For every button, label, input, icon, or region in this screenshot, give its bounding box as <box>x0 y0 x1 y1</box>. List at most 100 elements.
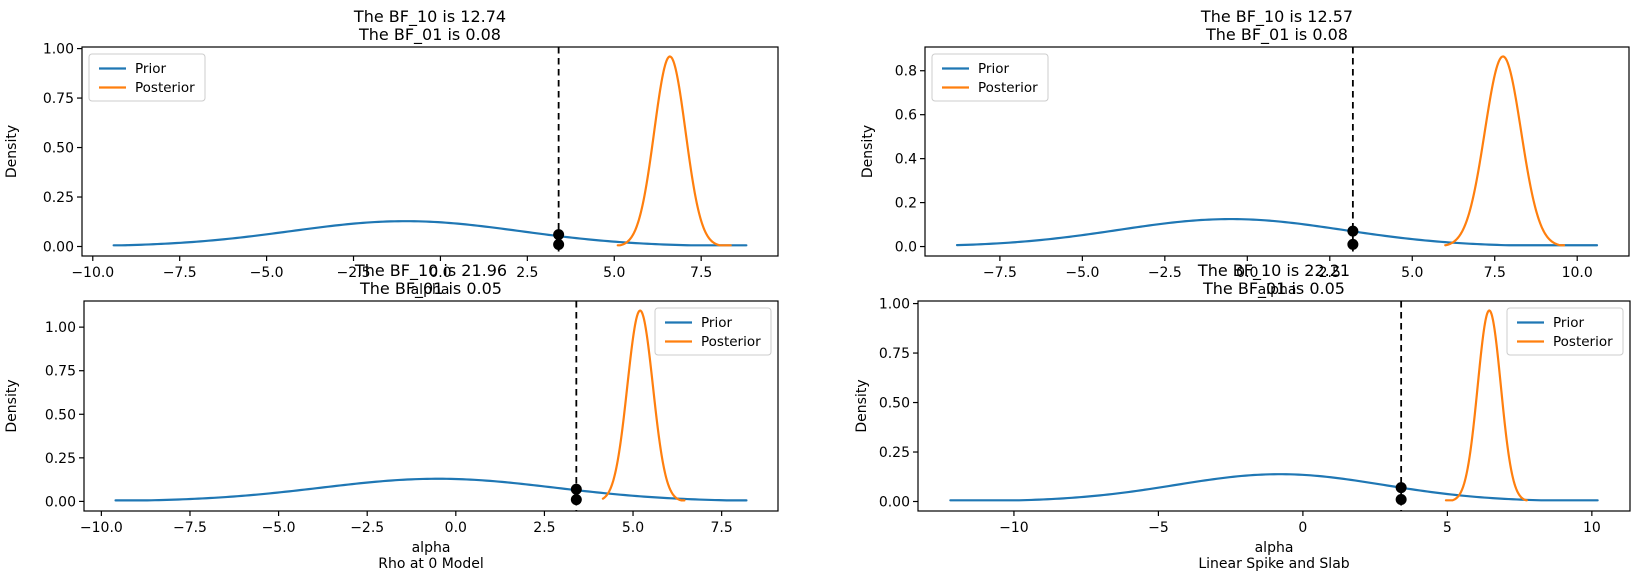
x-tick-label: −7.5 <box>163 265 197 281</box>
x-tick-label: −2.5 <box>1148 265 1182 281</box>
x-axis-label: alpha <box>412 540 451 556</box>
x-tick-label: −5.0 <box>250 265 284 281</box>
x-tick-label: −7.5 <box>983 265 1017 281</box>
title-line: The BF_01 is 0.05 <box>359 279 502 299</box>
x-tick-label: 5.0 <box>603 265 625 281</box>
x-tick-label: −10.0 <box>71 265 114 281</box>
y-axis-label: Density <box>860 125 876 178</box>
axes-frame <box>83 300 779 512</box>
prior-curve <box>112 220 748 247</box>
observed-point <box>553 229 565 241</box>
legend-posterior-label: Posterior <box>1553 334 1613 350</box>
posterior-curve <box>616 55 732 247</box>
y-tick-label: 1.00 <box>43 42 74 58</box>
x-tick-label: 7.5 <box>690 265 712 281</box>
legend: Prior Posterior <box>654 307 772 356</box>
legend-box <box>1506 307 1624 356</box>
y-axis-label: Density <box>4 125 20 178</box>
y-tick-label: 0.8 <box>895 64 917 80</box>
x-tick-label: 10 <box>1583 520 1601 536</box>
y-tick-label: 0.4 <box>895 152 917 168</box>
legend-prior-label: Prior <box>978 61 1009 77</box>
x-tick-label: 0.0 <box>1236 265 1258 281</box>
x-axis: −10.0 −7.5 −5.0 −2.5 0.0 2.5 5.0 7.5 <box>71 256 712 281</box>
model-label: Rho at 0 Model <box>378 556 484 572</box>
x-tick-label: 10.0 <box>1562 265 1593 281</box>
legend-prior-label: Prior <box>701 315 732 331</box>
posterior-curve <box>1444 55 1566 247</box>
title-line: The BF_10 is 12.57 <box>1200 7 1353 27</box>
y-tick-label: 0.75 <box>879 346 910 362</box>
y-tick-label: 0.75 <box>45 364 76 380</box>
legend-box <box>931 53 1049 102</box>
y-axis: 0.0 0.2 0.4 0.6 0.8 <box>895 64 925 256</box>
title-line: The BF_10 is 21.96 <box>354 261 507 281</box>
title-line: The BF_10 is 12.74 <box>353 7 506 27</box>
x-tick-label: 2.5 <box>533 520 555 536</box>
x-tick-label: −10 <box>999 520 1029 536</box>
posterior-curve <box>601 309 686 502</box>
subplot-bottom-left: −10.0 −7.5 −5.0 −2.5 0.0 2.5 5.0 7.5 0.00 0.25 0.5… <box>4 261 779 572</box>
observed-point <box>570 494 582 506</box>
legend-posterior-label: Posterior <box>701 334 761 350</box>
x-tick-label: −7.5 <box>173 520 207 536</box>
title-line: The BF_01 is 0.08 <box>1205 25 1348 45</box>
y-tick-label: 0.25 <box>45 451 76 467</box>
prior-curve <box>955 217 1599 247</box>
x-axis: −10.0 −7.5 −5.0 −2.5 0.0 2.5 5.0 7.5 <box>80 511 733 536</box>
legend-posterior-label: Posterior <box>978 80 1038 96</box>
legend-box <box>654 307 772 356</box>
observed-point <box>570 483 582 495</box>
prior-curve <box>114 477 748 502</box>
y-tick-label: 0.0 <box>895 240 917 256</box>
y-tick-label: 0.50 <box>45 407 76 423</box>
legend: Prior Posterior <box>88 53 206 102</box>
subplot-top-right: −7.5 −5.0 −2.5 0.0 2.5 5.0 7.5 10.0 0.0 0.2 0.4 0.6… <box>860 7 1630 298</box>
x-axis: −10 −5 0 5 10 <box>999 511 1601 536</box>
x-tick-label: 2.5 <box>1319 265 1341 281</box>
x-tick-label: 0 <box>1298 520 1307 536</box>
y-axis-label: Density <box>854 379 870 432</box>
observed-point <box>1347 225 1359 237</box>
y-tick-label: 0.2 <box>895 196 917 212</box>
title-line: The BF_10 is 22.21 <box>1197 261 1350 281</box>
x-axis: −7.5 −5.0 −2.5 0.0 2.5 5.0 7.5 10.0 <box>983 256 1593 281</box>
prior-curve <box>949 473 1599 502</box>
legend: Prior Posterior <box>931 53 1049 102</box>
y-tick-label: 1.00 <box>879 297 910 313</box>
x-axis-label: alpha <box>411 282 450 298</box>
x-tick-label: 5.0 <box>622 520 644 536</box>
y-tick-label: 1.00 <box>45 320 76 336</box>
y-tick-label: 0.50 <box>43 141 74 157</box>
x-tick-label: 7.5 <box>1484 265 1506 281</box>
observed-point <box>1347 238 1359 250</box>
observed-point <box>1395 482 1407 494</box>
observed-point <box>553 239 565 251</box>
posterior-curve <box>1444 309 1528 502</box>
y-axis: 0.00 0.25 0.50 0.75 1.00 <box>879 297 918 510</box>
subplot-bottom-right: −10 −5 0 5 10 0.00 0.25 0.50 0.75 1.00 The BF_10 i… <box>854 261 1631 572</box>
x-tick-label: −5.0 <box>1065 265 1099 281</box>
y-tick-label: 0.25 <box>43 190 74 206</box>
x-axis-label: alpha <box>1255 540 1294 556</box>
y-tick-label: 0.75 <box>43 91 74 107</box>
y-tick-label: 0.50 <box>879 396 910 412</box>
x-tick-label: 5.0 <box>1401 265 1423 281</box>
legend-prior-label: Prior <box>1553 315 1584 331</box>
x-tick-label: 0.0 <box>445 520 467 536</box>
y-axis-label: Density <box>4 379 20 432</box>
x-tick-label: −2.5 <box>337 265 371 281</box>
x-tick-label: 2.5 <box>516 265 538 281</box>
x-tick-label: 0.0 <box>429 265 451 281</box>
observed-point <box>1395 494 1407 506</box>
x-tick-label: −5.0 <box>262 520 296 536</box>
x-tick-label: 5 <box>1443 520 1452 536</box>
y-tick-label: 0.25 <box>879 445 910 461</box>
legend-box <box>88 53 206 102</box>
subplot-top-left: −10.0 −7.5 −5.0 −2.5 0.0 2.5 5.0 7.5 0.00 0.25 0.5… <box>4 7 779 298</box>
